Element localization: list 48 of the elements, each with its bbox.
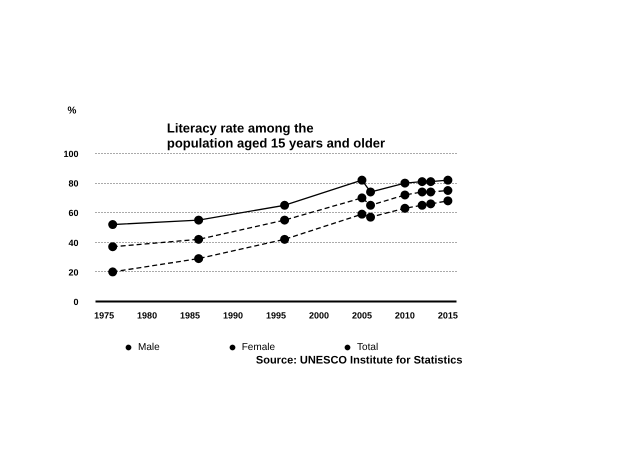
point [357, 210, 366, 219]
point [418, 200, 427, 210]
y-tick-label: 100 [63, 149, 79, 159]
point [400, 190, 410, 200]
point [108, 267, 118, 276]
point [357, 193, 366, 202]
point [280, 234, 290, 244]
y-axis-title: % [68, 106, 76, 116]
point [194, 216, 204, 225]
point [357, 176, 366, 185]
x-tick-label: 2010 [394, 310, 415, 320]
point [426, 177, 436, 186]
point [400, 178, 410, 188]
point [366, 212, 376, 222]
point [426, 199, 436, 208]
y-tick-label: 40 [68, 238, 79, 248]
point [194, 234, 204, 244]
y-tick-label: 0 [73, 297, 79, 307]
legend-label: Male [138, 341, 160, 353]
point [366, 187, 376, 196]
x-tick-label: 1985 [180, 310, 200, 320]
x-tick-label: 1975 [94, 310, 114, 320]
point [280, 200, 290, 210]
legend-label: Female [242, 341, 276, 353]
point [418, 187, 427, 196]
point [443, 196, 452, 206]
x-tick-label: 2005 [352, 310, 372, 320]
y-tick-label: 80 [68, 178, 79, 189]
y-tick-label: 20 [68, 267, 79, 278]
point [194, 254, 204, 264]
point [108, 242, 118, 252]
point [443, 176, 452, 185]
point [443, 186, 452, 195]
point [400, 204, 410, 213]
x-tick-label: 1980 [137, 310, 158, 320]
point [418, 177, 427, 186]
point [426, 187, 436, 196]
legend-label: Total [357, 341, 378, 353]
y-tick-label: 60 [68, 208, 79, 218]
x-tick-label: 2000 [308, 310, 329, 320]
point [108, 220, 118, 230]
chart-title: Literacy rate among the population aged 15 years and older [166, 120, 386, 150]
point [366, 200, 376, 210]
x-tick-label: 2015 [438, 310, 458, 320]
source-note: Source: UNESCO Institute for Statistics [256, 354, 463, 366]
x-tick-label: 1990 [223, 310, 244, 320]
point [280, 216, 290, 225]
x-tick-label: 1995 [266, 310, 286, 320]
